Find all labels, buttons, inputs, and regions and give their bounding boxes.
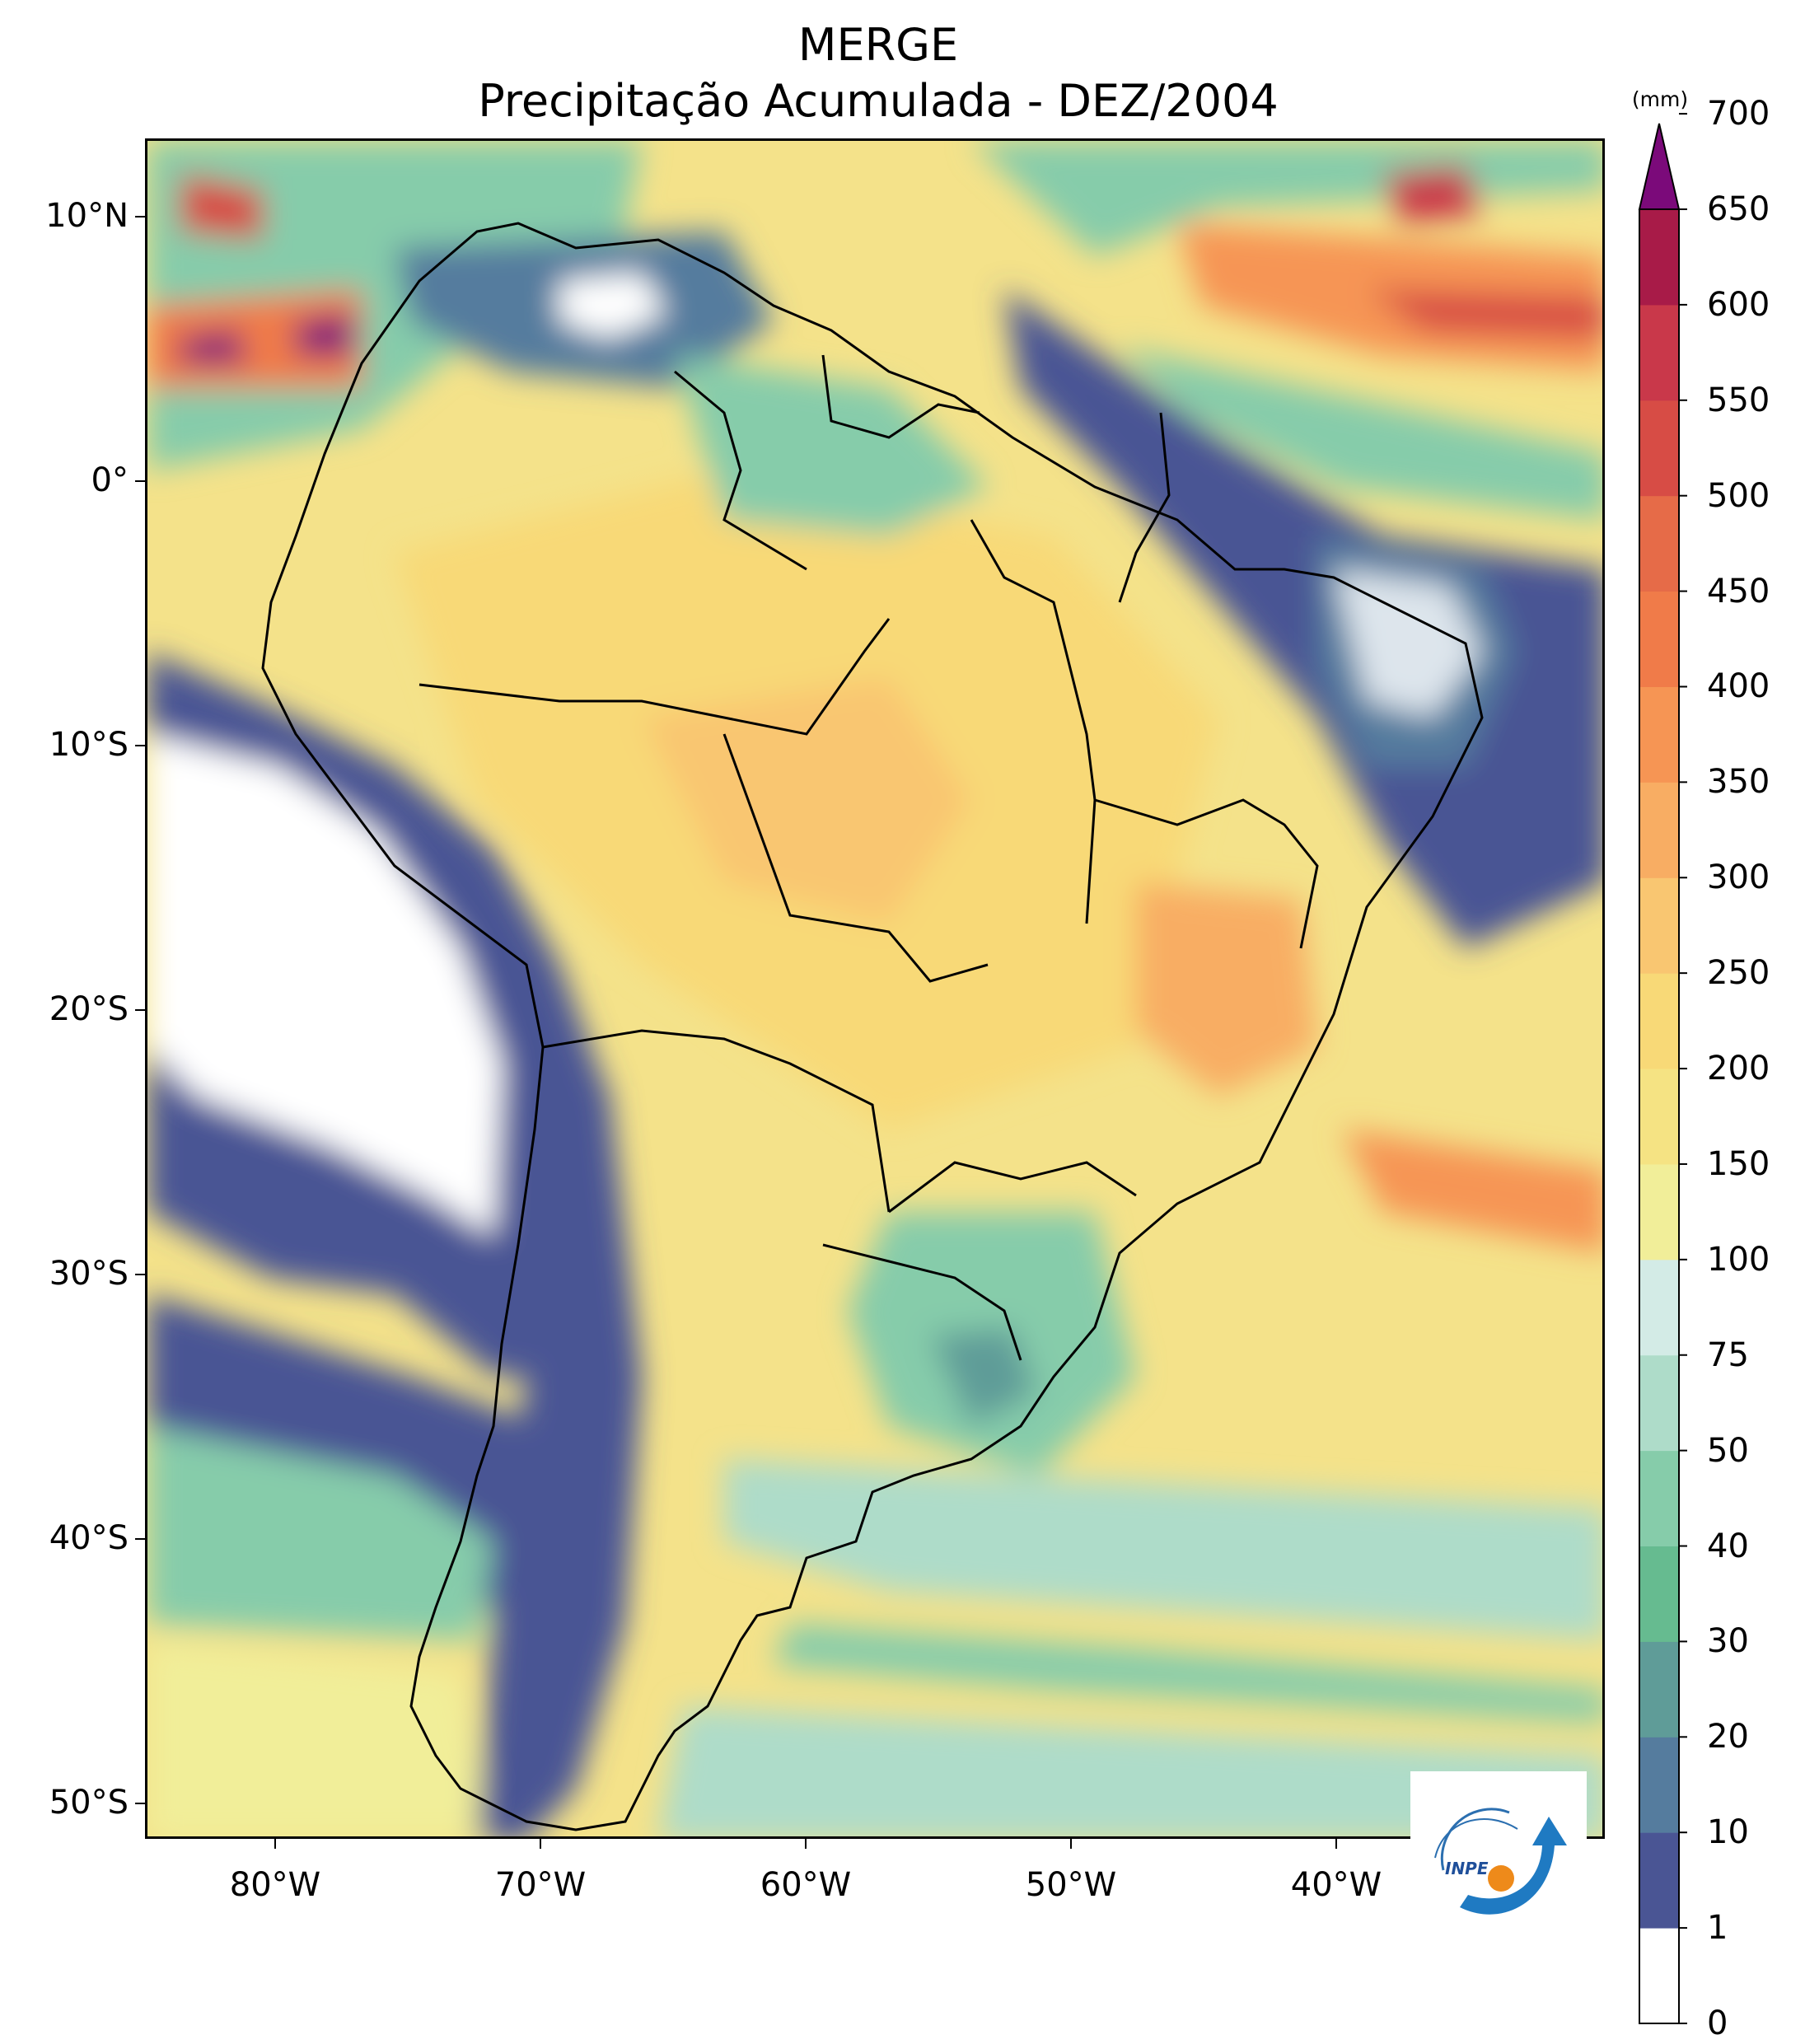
lon-tick [1335, 1839, 1337, 1849]
map-subtitle: Precipitação Acumulada - DEZ/2004 [478, 75, 1279, 127]
lat-tick [135, 1274, 145, 1275]
colorbar-segment [1639, 1259, 1679, 1356]
colorbar-segment [1639, 591, 1679, 687]
colorbar-segment [1639, 1546, 1679, 1642]
colorbar-level-label: 350 [1707, 763, 1770, 802]
colorbar-segment [1639, 686, 1679, 783]
lon-label-70w: 70°W [494, 1866, 587, 1904]
lon-tick [274, 1839, 276, 1849]
colorbar-segment [1639, 1737, 1679, 1833]
colorbar-segment [1639, 782, 1679, 878]
colorbar-level-label: 10 [1707, 1813, 1749, 1852]
colorbar-level-label: 450 [1707, 572, 1770, 610]
inpe-logo-text: INPE [1445, 1859, 1489, 1878]
colorbar-segment [1639, 400, 1679, 497]
colorbar-level-label: 150 [1707, 1144, 1770, 1183]
lat-tick [135, 745, 145, 746]
map-canvas [147, 141, 1602, 1836]
colorbar-segment [1639, 973, 1679, 1069]
lat-tick [135, 1538, 145, 1540]
inpe-logo-graphic: INPE [1434, 1808, 1567, 1915]
colorbar-segment [1639, 1928, 1679, 2024]
colorbar-segment [1639, 877, 1679, 974]
precipitation-map [145, 138, 1605, 1839]
colorbar-level-label: 400 [1707, 667, 1770, 706]
lat-tick [135, 216, 145, 217]
colorbar-segment [1639, 209, 1679, 306]
colorbar-level-label: 650 [1707, 190, 1770, 228]
lat-tick [135, 1803, 145, 1804]
lat-label-20s: 20°S [49, 990, 129, 1028]
lon-label-80w: 80°W [229, 1866, 321, 1904]
lat-label-0: 0° [91, 461, 129, 499]
colorbar-segment [1639, 1069, 1679, 1165]
colorbar-level-label: 100 [1707, 1240, 1770, 1279]
colorbar-level-label: 50 [1707, 1431, 1749, 1470]
lon-label-60w: 60°W [760, 1866, 852, 1904]
colorbar-level-label: 700 [1707, 95, 1770, 133]
colorbar-unit: (mm) [1631, 87, 1689, 111]
colorbar-level-label: 600 [1707, 285, 1770, 324]
colorbar-extend-arrow [1638, 123, 1681, 210]
lon-label-50w: 50°W [1025, 1866, 1117, 1904]
colorbar-level-label: 20 [1707, 1718, 1749, 1756]
colorbar-border [1639, 209, 1680, 2024]
colorbar-segment [1639, 1354, 1679, 1452]
colorbar-segment [1639, 1641, 1679, 1738]
lon-tick [540, 1839, 541, 1849]
lat-tick [135, 1009, 145, 1011]
lon-tick [805, 1839, 807, 1849]
map-title: MERGE [797, 19, 959, 71]
colorbar-segment [1639, 1163, 1679, 1261]
colorbar-level-label: 30 [1707, 1622, 1749, 1661]
lon-tick [1070, 1839, 1072, 1849]
lat-label-50s: 50°S [49, 1784, 129, 1822]
lat-label-10n: 10°N [45, 197, 129, 235]
colorbar-level-label: 500 [1707, 476, 1770, 515]
lat-label-40s: 40°S [49, 1519, 129, 1557]
lat-tick [135, 480, 145, 482]
colorbar-segment [1639, 495, 1679, 592]
colorbar-level-label: 250 [1707, 954, 1770, 993]
colorbar-level-label: 300 [1707, 858, 1770, 897]
colorbar-level-label: 0 [1707, 2004, 1728, 2042]
colorbar-level-label: 1 [1707, 1909, 1728, 1948]
colorbar-segment [1639, 1832, 1679, 1929]
colorbar-segment [1639, 1450, 1679, 1547]
colorbar-level-label: 200 [1707, 1050, 1770, 1088]
inpe-logo: INPE [1410, 1771, 1587, 1944]
colorbar-segment [1639, 304, 1679, 401]
country-borders [261, 222, 1484, 1831]
colorbar-level-label: 550 [1707, 381, 1770, 419]
lon-label-40w: 40°W [1290, 1866, 1382, 1904]
lat-label-30s: 30°S [49, 1255, 129, 1293]
lat-label-10s: 10°S [49, 726, 129, 764]
colorbar-level-label: 40 [1707, 1527, 1749, 1565]
colorbar-level-label: 75 [1707, 1335, 1749, 1374]
